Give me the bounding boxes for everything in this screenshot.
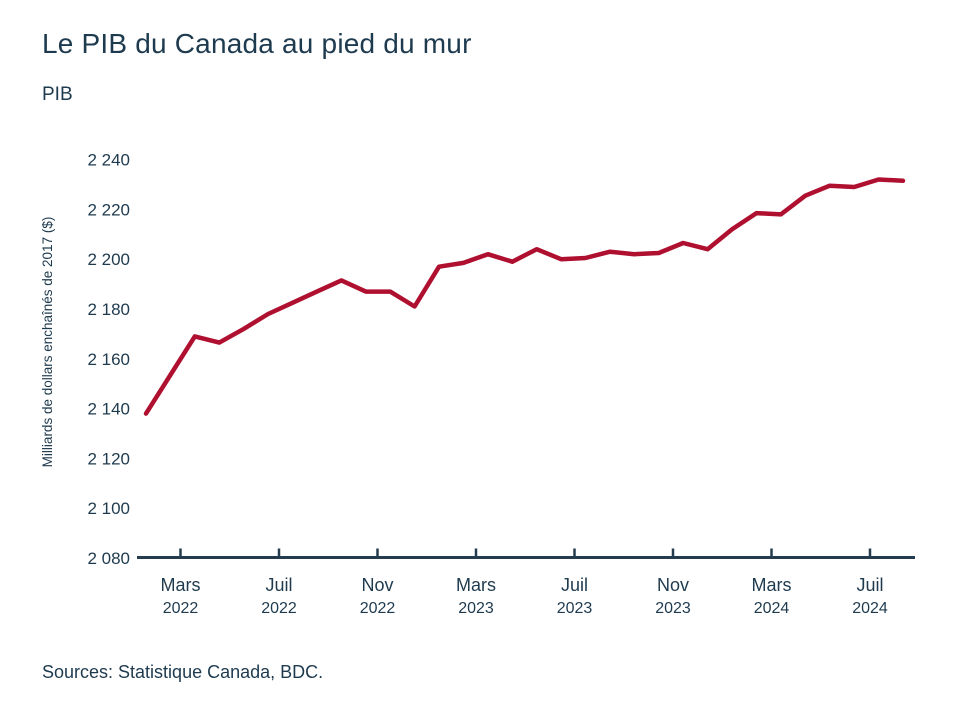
chart-subtitle: PIB — [42, 84, 73, 105]
x-axis-tick-month: Juil — [856, 575, 883, 595]
y-axis-tick-label: 2 160 — [87, 350, 130, 369]
y-axis-tick-label: 2 120 — [87, 449, 130, 468]
x-axis-tick-year: 2022 — [261, 600, 297, 617]
x-axis-tick-year: 2023 — [458, 600, 494, 617]
y-axis-tick-label: 2 200 — [87, 250, 130, 269]
y-axis-tick-label: 2 080 — [87, 549, 130, 568]
x-axis-tick-month: Mars — [161, 575, 201, 595]
y-axis-tick-label: 2 100 — [87, 499, 130, 518]
x-axis-tick-year: 2024 — [754, 600, 790, 617]
x-axis-tick-month: Juil — [561, 575, 588, 595]
y-axis-title: Milliards de dollars enchaînés de 2017 (… — [40, 217, 55, 468]
gdp-series-line — [143, 177, 906, 416]
x-axis-tick-year: 2022 — [360, 600, 396, 617]
x-axis-tick-month: Mars — [456, 575, 496, 595]
x-axis-tick-month: Juil — [265, 575, 292, 595]
x-axis-tick-month: Nov — [361, 575, 393, 595]
x-axis-tick-month: Mars — [752, 575, 792, 595]
y-axis-tick-label: 2 140 — [87, 400, 130, 419]
sources-text: Sources: Statistique Canada, BDC. — [42, 662, 324, 682]
x-axis-tick-month: Nov — [657, 575, 689, 595]
y-axis-tick-label: 2 220 — [87, 200, 130, 219]
y-axis-tick-label: 2 180 — [87, 300, 130, 319]
x-axis-tick-year: 2022 — [163, 600, 199, 617]
x-axis-tick-year: 2023 — [655, 600, 691, 617]
x-axis-tick-year: 2023 — [557, 600, 593, 617]
x-axis-tick-year: 2024 — [852, 600, 888, 617]
page-title: Le PIB du Canada au pied du mur — [42, 28, 472, 59]
y-axis-tick-label: 2 240 — [87, 151, 130, 170]
